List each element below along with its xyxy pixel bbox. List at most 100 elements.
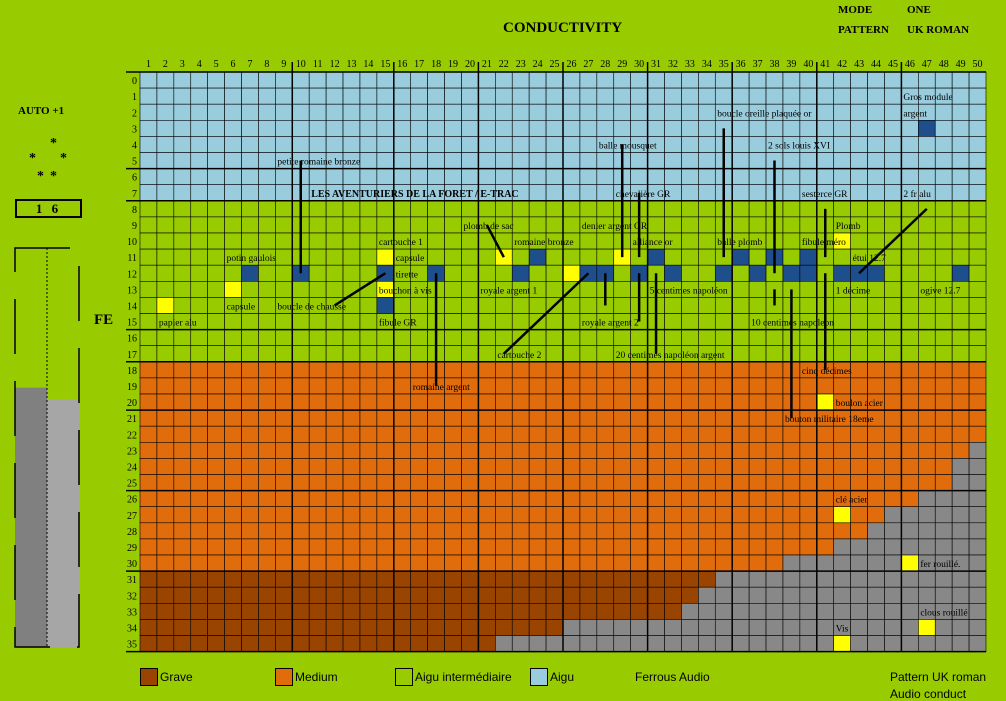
grid-cell <box>782 264 801 282</box>
grid-cell <box>258 619 276 636</box>
grid-cell <box>173 441 192 459</box>
grid-cell <box>934 168 953 186</box>
grid-cell <box>291 103 310 121</box>
grid-cell <box>427 635 445 652</box>
grid-cell <box>444 602 462 620</box>
grid-cell <box>495 264 513 282</box>
grid-cell <box>528 393 547 411</box>
grid-cell <box>461 441 479 459</box>
grid-cell <box>461 570 479 588</box>
grid-cell <box>359 619 378 636</box>
grid-cell <box>562 506 581 524</box>
grid-cell <box>156 152 175 169</box>
grid-cell <box>731 200 750 218</box>
grid-cell <box>951 168 970 186</box>
target-annotation: alliance or <box>633 238 674 248</box>
grid-cell <box>308 554 327 572</box>
grid-cell <box>427 136 445 153</box>
grid-cell <box>545 409 564 427</box>
grid-cell <box>410 120 428 137</box>
grid-cell <box>748 425 767 443</box>
grid-cell <box>833 586 851 604</box>
grid-cell <box>241 538 259 556</box>
grid-cell <box>681 586 699 604</box>
grid-cell <box>968 329 987 347</box>
grid-cell <box>342 200 361 218</box>
grid-cell <box>342 329 361 347</box>
grid-cell <box>630 425 648 443</box>
grid-cell <box>444 409 462 427</box>
grid-cell <box>850 441 868 459</box>
grid-cell <box>934 184 953 202</box>
grid-cell <box>765 345 784 363</box>
grid-cell <box>579 248 598 266</box>
grid-cell <box>816 490 835 508</box>
grid-cell <box>190 87 208 105</box>
grid-cell <box>579 441 598 459</box>
grid-cell <box>190 409 208 427</box>
grid-cell <box>427 152 445 169</box>
grid-cell <box>934 248 953 266</box>
grid-cell <box>308 522 327 540</box>
grid-cell <box>342 490 361 508</box>
grid-cell <box>934 345 953 363</box>
grid-cell <box>342 554 361 572</box>
grid-cell <box>968 635 987 652</box>
grid-cell <box>478 103 496 121</box>
grid-cell <box>224 441 242 459</box>
target-annotation: LES AVENTURIERS DE LA FORET / E-TRAC <box>311 189 518 200</box>
grid-cell <box>308 409 327 427</box>
grid-cell <box>139 71 158 89</box>
grid-cell <box>376 474 395 491</box>
grid-cell <box>410 216 428 234</box>
grid-cell <box>765 635 784 652</box>
grid-cell <box>241 570 259 588</box>
grid-cell <box>901 71 919 89</box>
grid-cell <box>850 458 868 475</box>
target-annotation: boucle oreille plaquée or <box>717 109 812 119</box>
grid-cell <box>207 458 225 475</box>
grid-cell <box>207 216 225 234</box>
y-tick-label: 28 <box>127 527 137 538</box>
grid-cell <box>647 458 665 475</box>
grid-cell <box>139 377 158 395</box>
grid-cell <box>461 554 479 572</box>
grid-cell <box>613 474 631 491</box>
grid-cell <box>393 409 412 427</box>
grid-cell <box>275 329 293 347</box>
grid-cell <box>359 490 378 508</box>
grid-cell <box>698 490 716 508</box>
grid-cell <box>884 522 902 540</box>
grid-cell <box>681 506 699 524</box>
grid-cell <box>258 264 276 282</box>
grid-cell <box>867 474 885 491</box>
grid-cell <box>258 136 276 153</box>
grid-cell <box>664 248 682 266</box>
grid-cell <box>562 120 581 137</box>
grid-cell <box>968 393 987 411</box>
grid-cell <box>325 71 344 89</box>
x-tick-label: 41 <box>820 59 830 70</box>
grid-cell <box>308 136 327 153</box>
grid-cell <box>478 619 496 636</box>
grid-cell <box>562 409 581 427</box>
grid-cell <box>867 232 885 250</box>
grid-cell <box>173 329 192 347</box>
grid-cell <box>681 329 699 347</box>
grid-cell <box>901 313 919 330</box>
x-tick-label: 40 <box>803 59 813 70</box>
y-tick-label: 25 <box>127 479 137 490</box>
x-tick-label: 24 <box>533 59 543 70</box>
grid-cell <box>918 490 936 508</box>
grid-cell <box>833 458 851 475</box>
grid-cell <box>545 586 564 604</box>
y-tick-label: 35 <box>127 640 137 651</box>
grid-cell <box>934 619 953 636</box>
grid-cell <box>444 538 462 556</box>
grid-cell <box>968 297 987 314</box>
grid-cell <box>495 586 513 604</box>
legend-swatch-aigu-intermediaire <box>395 668 413 686</box>
x-tick-label: 16 <box>397 59 407 70</box>
grid-cell <box>139 554 158 572</box>
